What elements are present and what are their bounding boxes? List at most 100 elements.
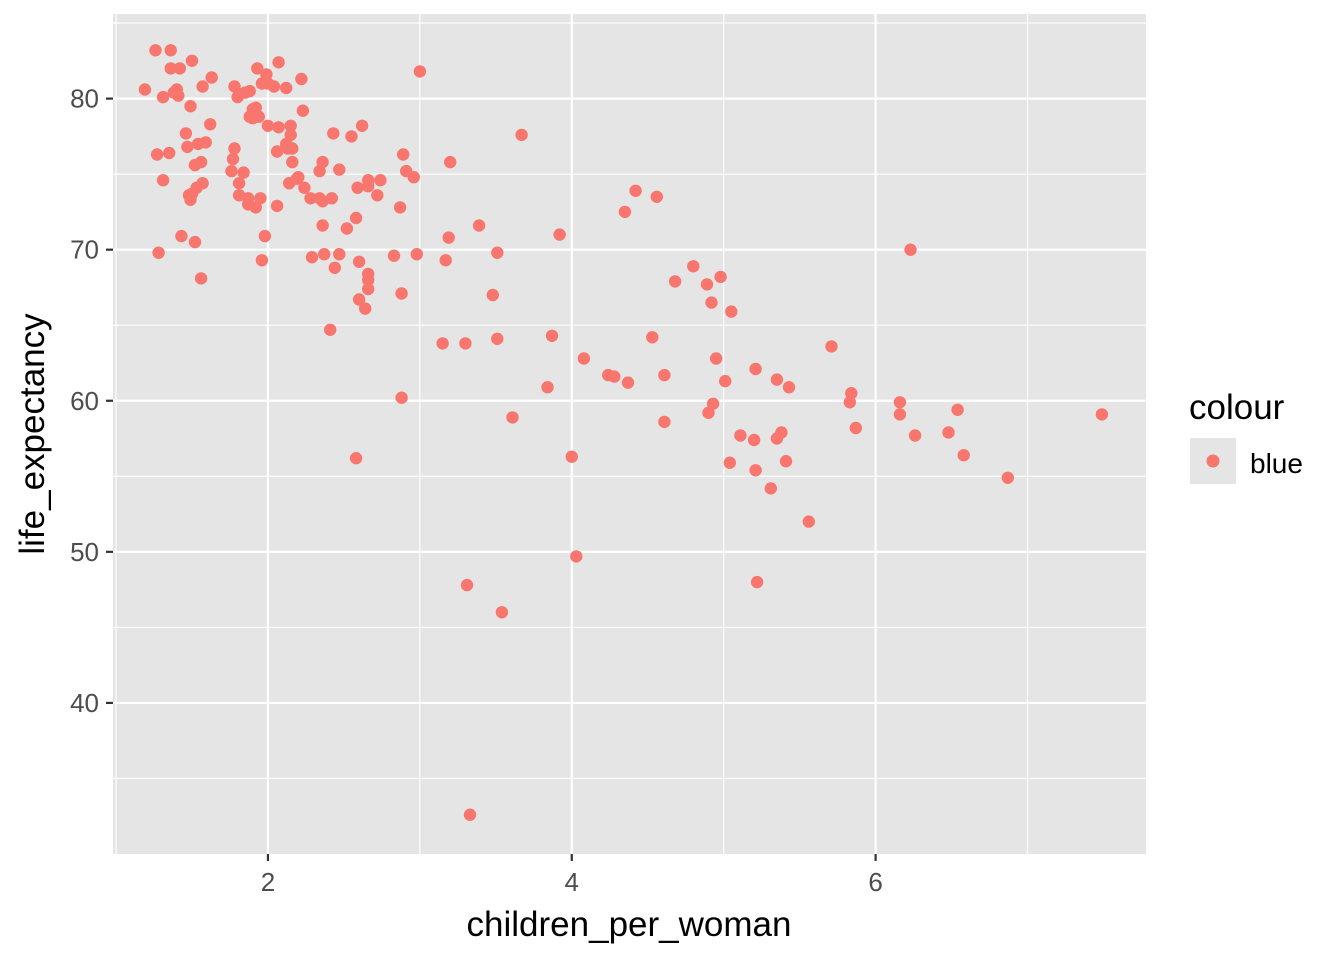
data-point (138, 83, 152, 96)
data-point (270, 145, 284, 158)
data-point (714, 270, 727, 284)
data-point (280, 81, 293, 95)
data-point (349, 452, 363, 465)
data-point (951, 403, 964, 416)
data-point (184, 100, 197, 113)
data-point (750, 575, 764, 589)
data-point (629, 184, 642, 197)
data-point (292, 171, 305, 184)
data-point (328, 261, 341, 274)
data-point (196, 80, 209, 93)
data-point (150, 148, 164, 161)
data-point (908, 429, 922, 442)
data-point (371, 189, 384, 202)
data-point (734, 429, 747, 442)
data-points (138, 44, 1109, 821)
data-point (1001, 471, 1014, 484)
data-point (709, 352, 723, 365)
x-tick-label: 2 (261, 867, 275, 897)
data-point (295, 72, 308, 86)
data-point (608, 370, 621, 383)
data-point (700, 278, 714, 291)
x-axis-title: children_per_woman (467, 905, 792, 944)
data-point (825, 340, 838, 353)
data-point (843, 396, 856, 409)
data-point (802, 515, 815, 528)
data-point (749, 362, 762, 376)
data-point (327, 127, 340, 140)
data-point (747, 433, 761, 447)
data-point (618, 205, 632, 219)
data-point (770, 373, 784, 386)
data-point (1095, 408, 1109, 421)
data-point (621, 376, 635, 389)
data-point (355, 119, 369, 132)
major-gridlines (113, 14, 1146, 854)
data-point (188, 235, 202, 249)
data-point (407, 171, 420, 184)
data-point (849, 421, 862, 435)
data-point (395, 391, 408, 404)
data-point (298, 181, 311, 194)
data-point (459, 337, 472, 350)
data-point (395, 287, 408, 300)
x-tick-label: 6 (868, 867, 882, 897)
data-point (957, 449, 970, 462)
data-point (410, 248, 423, 261)
minor-gridlines (113, 14, 1146, 854)
data-point (687, 260, 700, 273)
data-point (286, 155, 299, 169)
data-point (362, 273, 375, 287)
data-point (181, 140, 194, 154)
data-point (706, 397, 720, 410)
data-point (254, 192, 267, 205)
y-tick-label: 70 (70, 235, 99, 265)
data-point (237, 166, 250, 179)
legend-label-blue: blue (1250, 448, 1303, 479)
y-axis-title: life_expectancy (13, 313, 52, 555)
data-point (191, 137, 205, 151)
data-point (272, 56, 285, 69)
data-point (286, 142, 299, 155)
data-point (764, 482, 777, 495)
data-point (173, 62, 186, 75)
data-point (397, 148, 410, 161)
data-point (351, 181, 364, 194)
data-point (232, 177, 246, 190)
data-point (152, 246, 165, 259)
data-point (316, 155, 329, 169)
data-point (304, 192, 317, 205)
data-point (164, 44, 177, 57)
data-point (205, 71, 218, 84)
data-point (270, 199, 284, 213)
data-point (658, 415, 671, 429)
data-point (156, 90, 170, 104)
data-point (243, 84, 256, 98)
data-point (333, 163, 346, 176)
data-point (190, 181, 203, 194)
data-point (149, 44, 162, 57)
data-point (194, 155, 208, 169)
data-point (506, 411, 519, 424)
data-point (463, 808, 477, 821)
data-point (491, 332, 504, 345)
data-point (491, 246, 504, 259)
data-point (352, 293, 366, 306)
data-point (770, 432, 784, 445)
data-point (436, 337, 449, 350)
data-point (565, 450, 578, 463)
data-point (904, 243, 917, 256)
data-point (486, 288, 499, 302)
data-point (577, 352, 591, 365)
data-point (175, 229, 188, 243)
data-point (845, 387, 858, 400)
data-point (472, 219, 486, 232)
x-tick-label: 4 (565, 867, 579, 897)
data-point (316, 219, 329, 232)
data-point (650, 190, 663, 203)
data-point (255, 254, 269, 267)
y-tick-label: 40 (70, 688, 99, 718)
data-point (893, 396, 907, 409)
data-point (545, 329, 559, 342)
data-point (179, 127, 193, 140)
